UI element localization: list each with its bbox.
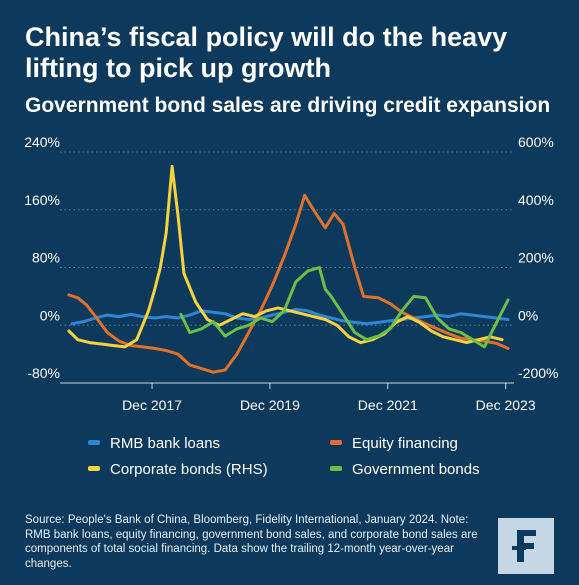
y-left-tick-label: 0% <box>40 307 60 323</box>
chart-title: China’s fiscal policy will do the heavy … <box>25 22 508 83</box>
x-tick-label: Dec 2023 <box>476 397 536 413</box>
y-left-tick-label: 240% <box>24 134 60 150</box>
legend-label: Equity financing <box>352 435 458 452</box>
series-line-equity-financing <box>67 193 510 374</box>
legend-item-equity-financing: Equity financing <box>330 434 458 454</box>
x-tick-label: Dec 2017 <box>122 397 182 413</box>
y-left-tick-label: -80% <box>27 365 60 381</box>
source-note: Source: People's Bank of China, Bloomber… <box>25 514 478 570</box>
chart-subtitle: Government bond sales are driving credit… <box>25 94 551 117</box>
chart-legend: RMB bank loans Equity financing Corporat… <box>88 434 538 484</box>
legend-label: RMB bank loans <box>110 435 221 452</box>
y-left-tick-label: 80% <box>32 250 60 266</box>
legend-swatch-government <box>330 466 342 472</box>
legend-item-rmb-bank-loans: RMB bank loans <box>88 434 220 454</box>
legend-item-corporate-bonds: Corporate bonds (RHS) <box>88 460 268 480</box>
legend-swatch-corporate <box>88 466 100 472</box>
x-tick-label: Dec 2021 <box>358 397 418 413</box>
x-tick-label: Dec 2019 <box>240 397 300 413</box>
y-right-tick-label: 0% <box>518 307 538 323</box>
series-line-corporate-bonds-rhs <box>67 164 504 349</box>
y-right-tick-label: 400% <box>518 192 554 208</box>
legend-label: Government bonds <box>352 461 480 478</box>
y-left-tick-label: 160% <box>24 192 60 208</box>
legend-swatch-rmb <box>88 440 100 446</box>
legend-swatch-equity <box>330 440 342 446</box>
legend-item-government-bonds: Government bonds <box>330 460 480 480</box>
series-line-government-bonds <box>179 266 510 349</box>
legend-label: Corporate bonds (RHS) <box>110 461 268 478</box>
y-right-tick-label: 600% <box>518 134 554 150</box>
y-right-tick-label: -200% <box>518 365 558 381</box>
fidelity-f-logo-icon <box>498 518 554 574</box>
y-right-tick-label: 200% <box>518 250 554 266</box>
